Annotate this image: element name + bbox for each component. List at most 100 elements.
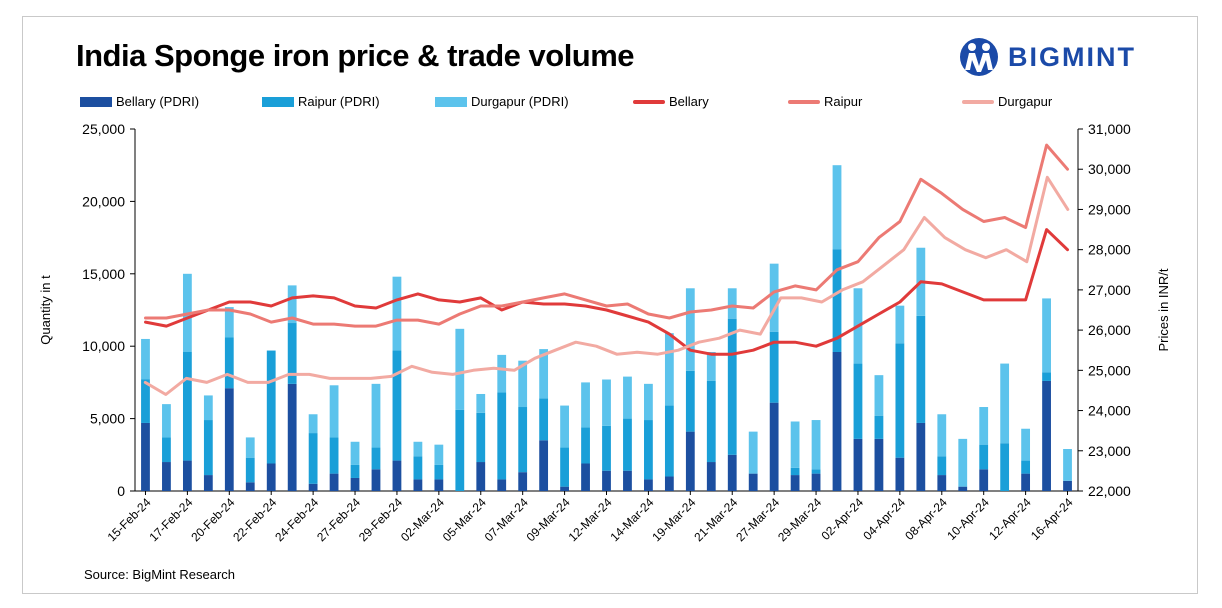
- bar-segment: [539, 398, 549, 441]
- bar-segment: [937, 475, 947, 491]
- legend-label: Durgapur (PDRI): [471, 94, 569, 109]
- y-tick-label: 0: [117, 483, 125, 499]
- y2-tick-label: 23,000: [1088, 443, 1131, 459]
- bar-segment: [287, 285, 297, 324]
- legend-swatch: [962, 99, 994, 104]
- chart-legend: Bellary (PDRI) Raipur (PDRI) Durgapur (PDR…: [80, 94, 1180, 112]
- bar-segment: [497, 392, 507, 480]
- x-tick-label: 07-Mar-24: [482, 495, 531, 544]
- bar-segment: [644, 420, 653, 480]
- bar-segment: [811, 420, 821, 470]
- bar-segment: [623, 418, 632, 471]
- x-tick-label: 14-Mar-24: [607, 495, 656, 544]
- bar-segment: [203, 475, 213, 491]
- bar-segment: [476, 412, 486, 463]
- legend-swatch: [262, 96, 294, 107]
- bar-segment: [497, 479, 507, 491]
- bar-segment: [287, 383, 297, 491]
- bar-segment: [602, 379, 611, 426]
- bar-segment: [853, 363, 863, 439]
- bar-segment: [371, 447, 381, 470]
- bar-segment: [518, 472, 528, 491]
- bar-segment: [141, 422, 150, 491]
- bar-segment: [664, 405, 674, 477]
- bar-segment: [874, 438, 884, 491]
- brand-logo: BIGMINT: [958, 36, 1168, 78]
- bar-segment: [790, 475, 800, 491]
- chart-title: India Sponge iron price & trade volume: [76, 38, 635, 73]
- x-tick-label: 22-Feb-24: [230, 495, 279, 544]
- bar-segment: [350, 464, 360, 478]
- bar-segment: [790, 467, 800, 476]
- bar-segment: [245, 482, 255, 491]
- bar-segment: [602, 425, 611, 471]
- bar-segment: [1000, 443, 1010, 491]
- x-tick-label: 15-Feb-24: [105, 495, 154, 544]
- legend-label: Raipur (PDRI): [298, 94, 380, 109]
- y2-tick-label: 31,000: [1088, 121, 1131, 137]
- bar-segment: [560, 486, 569, 491]
- x-tick-label: 20-Feb-24: [188, 495, 237, 544]
- bar-segment: [224, 337, 234, 389]
- chart-frame: [22, 16, 1198, 594]
- bar-segment: [1042, 372, 1051, 381]
- x-tick-label: 29-Mar-24: [775, 495, 824, 544]
- legend-item: Bellary: [633, 94, 709, 109]
- bar-segment: [581, 427, 590, 464]
- bar-segment: [455, 409, 465, 491]
- bar-segment: [727, 318, 737, 455]
- legend-item: Raipur (PDRI): [262, 94, 380, 109]
- bar-segment: [895, 305, 905, 344]
- line-series-raipur: [144, 143, 1069, 328]
- bar-segment: [1000, 363, 1010, 444]
- bar-segment: [664, 476, 674, 491]
- x-tick-label: 24-Feb-24: [272, 495, 321, 544]
- bar-segment: [685, 370, 695, 432]
- y-tick-label: 10,000: [82, 338, 125, 354]
- bar-segment: [727, 288, 737, 319]
- bar-segment: [685, 431, 695, 491]
- x-tick-label: 19-Mar-24: [649, 495, 698, 544]
- bar-segment: [769, 331, 779, 403]
- bar-segment: [224, 307, 234, 338]
- bar-segment: [329, 473, 339, 491]
- bar-segment: [1021, 428, 1031, 461]
- bar-segment: [308, 483, 318, 491]
- bar-segment: [162, 462, 171, 491]
- bar-segment: [706, 380, 716, 463]
- y2-tick-label: 22,000: [1088, 483, 1131, 499]
- bar-segment: [518, 360, 528, 408]
- bar-segment: [790, 421, 800, 468]
- bar-segment: [329, 437, 339, 474]
- bar-segment: [413, 456, 423, 480]
- bar-segment: [895, 457, 905, 491]
- y2-tick-label: 29,000: [1088, 201, 1131, 217]
- x-tick-label: 17-Feb-24: [146, 495, 195, 544]
- bar-segment: [748, 431, 758, 474]
- bar-segment: [832, 249, 842, 352]
- bar-segment: [539, 440, 549, 491]
- bar-segment: [623, 376, 632, 419]
- bar-segment: [1042, 380, 1051, 491]
- y2-tick-label: 28,000: [1088, 242, 1131, 258]
- bar-segment: [1063, 480, 1072, 491]
- y-tick-label: 25,000: [82, 121, 125, 137]
- bar-segment: [602, 470, 611, 491]
- bar-segment: [685, 288, 695, 371]
- y2-tick-label: 27,000: [1088, 282, 1131, 298]
- x-tick-label: 02-Mar-24: [398, 495, 447, 544]
- bar-segment: [497, 354, 507, 393]
- bar-segment: [287, 323, 297, 384]
- bar-segment: [769, 402, 779, 491]
- x-tick-label: 08-Apr-24: [902, 495, 950, 543]
- legend-swatch: [633, 99, 665, 104]
- legend-swatch: [788, 99, 820, 104]
- bar-segment: [308, 433, 318, 484]
- bar-segment: [434, 464, 444, 480]
- bar-segment: [664, 333, 674, 406]
- source-note: Source: BigMint Research: [84, 567, 236, 582]
- bar-segment: [162, 404, 171, 438]
- bar-segment: [874, 375, 884, 416]
- legend-swatch: [435, 96, 467, 107]
